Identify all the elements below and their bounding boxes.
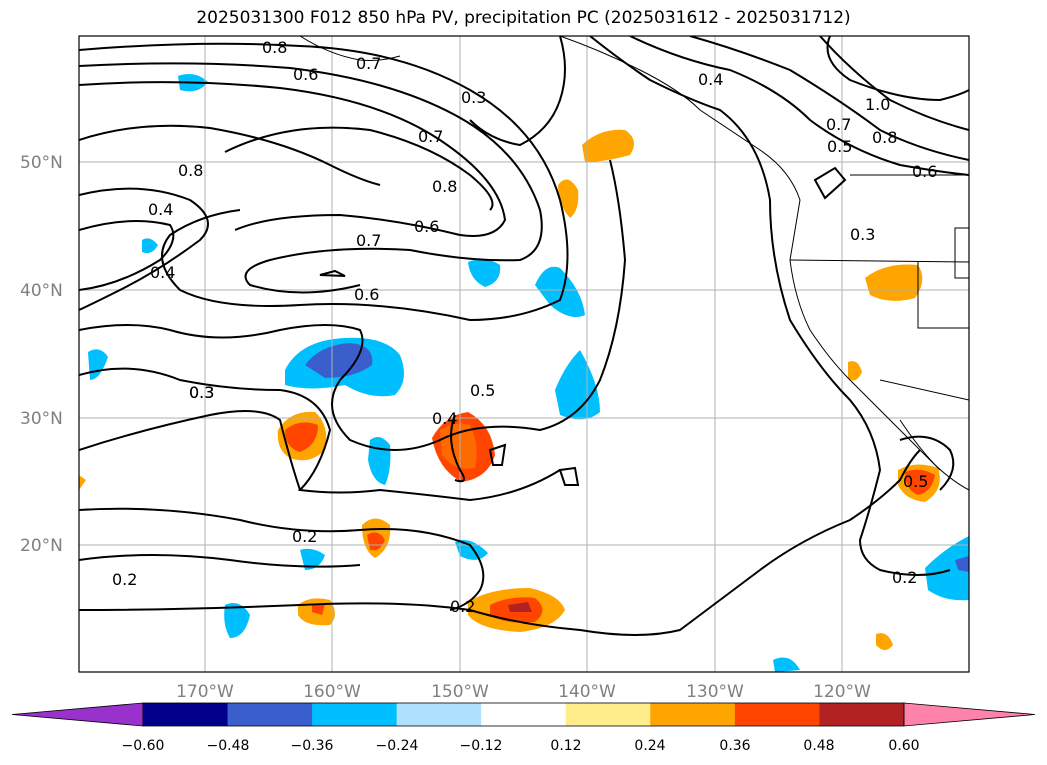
colorbar-segments — [11, 702, 1036, 727]
colorbar-segment — [819, 703, 905, 726]
lon-label: 130°W — [686, 682, 744, 702]
longitude-labels: 170°W 160°W 150°W 140°W 130°W 120°W — [176, 682, 871, 702]
lon-label: 120°W — [813, 682, 871, 702]
colorbar-segment — [481, 703, 567, 726]
contour-label: 0.3 — [189, 383, 214, 402]
contour-label: 0.5 — [903, 472, 928, 491]
contour-label: 0.6 — [414, 217, 439, 236]
contour-label: 0.4 — [150, 263, 175, 282]
lat-label: 20°N — [20, 536, 63, 556]
contour-label: 0.8 — [872, 128, 897, 147]
contour-label: 0.6 — [912, 162, 937, 181]
contour-label: 0.7 — [418, 127, 443, 146]
lon-label: 150°W — [431, 682, 489, 702]
lat-label: 40°N — [20, 281, 63, 301]
colorbar-segment — [227, 703, 313, 726]
contour-label: 0.8 — [178, 161, 203, 180]
contour-label: 0.5 — [827, 137, 852, 156]
contour-labels: 0.8 0.6 0.7 0.3 0.4 0.8 0.7 0.8 0.4 0.3 … — [112, 38, 937, 616]
colorbar-segment — [143, 703, 229, 726]
contour-label: 0.2 — [892, 568, 917, 587]
contour-label: 0.5 — [470, 381, 495, 400]
precipitation-shading — [79, 74, 969, 672]
contour-label: 0.7 — [826, 115, 851, 134]
contour-label: 0.4 — [148, 200, 173, 219]
contour-label: 0.3 — [189, 383, 214, 402]
colorbar-tick-label: 0.12 — [550, 738, 581, 754]
colorbar-tick-label: −0.12 — [460, 738, 503, 754]
latitude-labels: 50°N 40°N 30°N 20°N — [20, 153, 63, 556]
colorbar-tick-label: 0.48 — [803, 738, 834, 754]
contour-label: 0.4 — [432, 409, 457, 428]
lon-label: 140°W — [558, 682, 616, 702]
colorbar-tick-label: 0.60 — [888, 738, 919, 754]
lon-label: 170°W — [176, 682, 234, 702]
colorbar-extend-high — [903, 702, 1036, 727]
coastlines — [299, 36, 969, 491]
colorbar: −0.60 −0.48 −0.36 −0.24 −0.12 0.12 0.24 … — [11, 702, 1036, 754]
lon-label: 160°W — [303, 682, 361, 702]
colorbar-segment — [396, 703, 482, 726]
contour-label: 0.7 — [356, 231, 381, 250]
colorbar-segment — [565, 703, 651, 726]
lat-label: 30°N — [20, 409, 63, 429]
contour-label: 1.0 — [865, 95, 890, 114]
colorbar-segment — [650, 703, 736, 726]
contour-label: 0.4 — [698, 70, 723, 89]
contour-label: 0.7 — [356, 54, 381, 73]
colorbar-tick-label: −0.60 — [122, 738, 165, 754]
contour-label: 0.6 — [293, 65, 318, 84]
map-border — [78, 35, 970, 673]
contour-label: 0.8 — [262, 38, 287, 57]
colorbar-extend-low — [11, 702, 144, 727]
contour-label: 0.8 — [432, 177, 457, 196]
contour-label: 0.2 — [292, 527, 317, 546]
contour-label: 0.2 — [112, 570, 137, 589]
colorbar-tick-label: 0.36 — [719, 738, 750, 754]
colorbar-tick-label: −0.48 — [207, 738, 250, 754]
colorbar-outline — [142, 702, 905, 727]
contour-label: 0.6 — [354, 285, 379, 304]
colorbar-tick-label: −0.36 — [291, 738, 334, 754]
pv-contours — [79, 36, 969, 636]
colorbar-segment — [734, 703, 820, 726]
colorbar-tick-label: −0.24 — [376, 738, 419, 754]
contour-label: 0.3 — [850, 225, 875, 244]
colorbar-tick-label: 0.24 — [634, 738, 665, 754]
map-title: 2025031300 F012 850 hPa PV, precipitatio… — [196, 8, 851, 28]
colorbar-segment — [312, 703, 398, 726]
contour-label: 0.2 — [450, 597, 475, 616]
colorbar-ticks: −0.60 −0.48 −0.36 −0.24 −0.12 0.12 0.24 … — [122, 738, 920, 754]
contour-label: 0.3 — [461, 88, 486, 107]
lat-label: 50°N — [20, 153, 63, 173]
